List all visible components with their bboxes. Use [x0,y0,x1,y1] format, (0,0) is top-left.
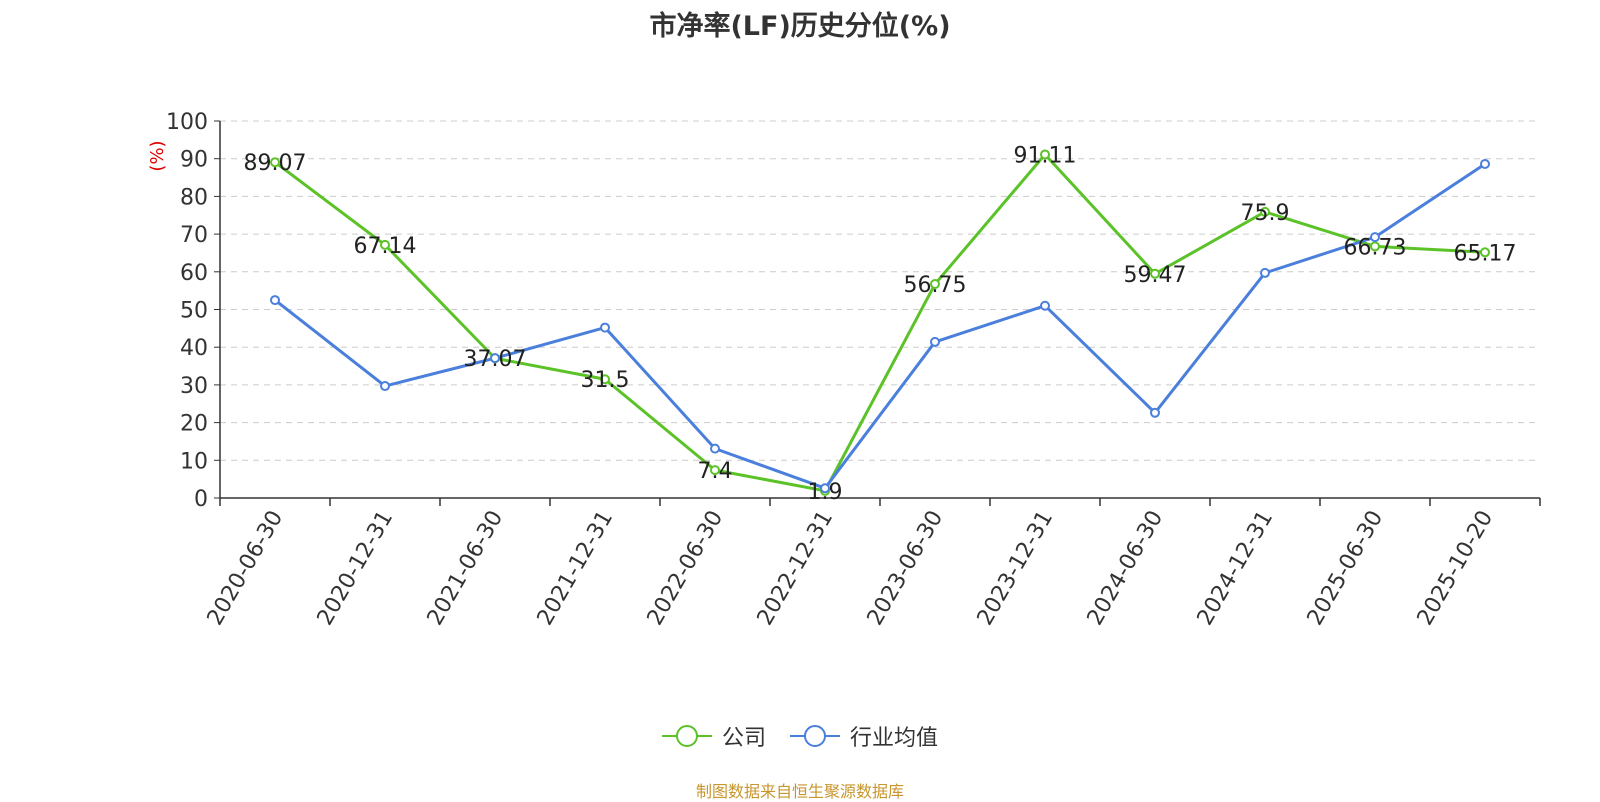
data-point-industry-average [1480,158,1490,169]
y-tick-label: 0 [194,487,208,512]
x-tick-label: 2021-06-30 [423,507,509,630]
y-tick-label: 90 [180,148,208,173]
x-tick-label: 2023-06-30 [863,507,949,630]
data-point-industry-average [490,353,500,364]
data-point-industry-average [1260,267,1270,278]
chart-title: 市净率(LF)历史分位(%) [649,11,951,42]
data-label: 56.75 [904,273,967,298]
legend-marker-company [661,725,712,747]
data-label: 66.73 [1344,235,1407,260]
data-label: 1.9 [808,480,843,505]
data-point-company [1370,241,1380,252]
x-tick-label: 2020-06-30 [203,507,289,630]
legend-item-company[interactable]: 公司 [661,720,766,752]
x-tick-label: 2025-06-30 [1303,507,1389,630]
x-tick-label: 2020-12-31 [313,507,399,630]
x-tick-label: 2024-12-31 [1193,507,1279,630]
y-tick-label: 80 [180,185,208,210]
data-label: 37.07 [464,347,527,372]
x-tick-label: 2022-12-31 [753,507,839,630]
data-point-company [270,157,280,168]
x-tick-label: 2021-12-31 [533,507,619,630]
legend-label-company: 公司 [721,726,766,751]
y-tick-label: 20 [180,412,208,437]
data-point-company [1040,149,1050,160]
x-tick-label: 2023-12-31 [973,507,1059,630]
data-label: 65.17 [1454,241,1517,266]
legend-marker-industry-average [790,725,840,747]
data-point-company [380,239,390,250]
y-tick-label: 100 [166,110,208,135]
data-point-industry-average [1150,407,1160,418]
data-point-company [1150,268,1160,279]
data-label: 31.5 [581,368,630,393]
y-tick-label: 70 [180,223,208,248]
y-tick-label: 30 [180,374,208,399]
source-note: 制图数据来自恒生聚源数据库 [695,782,904,801]
x-tick-label: 2022-06-30 [643,507,729,630]
x-tick-label: 2025-10-20 [1413,507,1499,630]
data-label: 67.14 [354,234,417,259]
data-point-company [1480,247,1490,258]
data-point-company [930,279,940,290]
series-line-industry-average [274,162,1486,490]
legend: 公司 行业均值 [0,720,1600,752]
data-label: 91.11 [1014,144,1077,169]
data-point-company [1260,206,1270,217]
data-point-industry-average [710,443,720,454]
data-point-industry-average [600,322,610,333]
y-axis-label: (%) [147,140,168,171]
data-point-industry-average [270,295,280,306]
data-point-industry-average [1370,232,1380,243]
legend-label-industry-average: 行业均值 [850,726,939,751]
legend-item-industry-average[interactable]: 行业均值 [790,720,938,752]
y-tick-label: 60 [180,261,208,286]
data-label: 59.47 [1124,263,1187,288]
y-tick-label: 40 [180,336,208,361]
data-point-industry-average [930,336,940,347]
x-tick-label: 2024-06-30 [1083,507,1169,630]
series-line-company [274,153,1486,493]
data-label: 89.07 [244,151,307,176]
data-label: 7.4 [698,459,733,484]
data-point-industry-average [820,483,830,494]
data-label: 75.9 [1241,201,1290,226]
y-tick-label: 50 [180,299,208,324]
data-point-company [710,465,720,476]
data-point-industry-average [1040,300,1050,311]
y-tick-label: 10 [180,449,208,474]
data-point-company [600,374,610,385]
data-point-industry-average [380,381,390,392]
